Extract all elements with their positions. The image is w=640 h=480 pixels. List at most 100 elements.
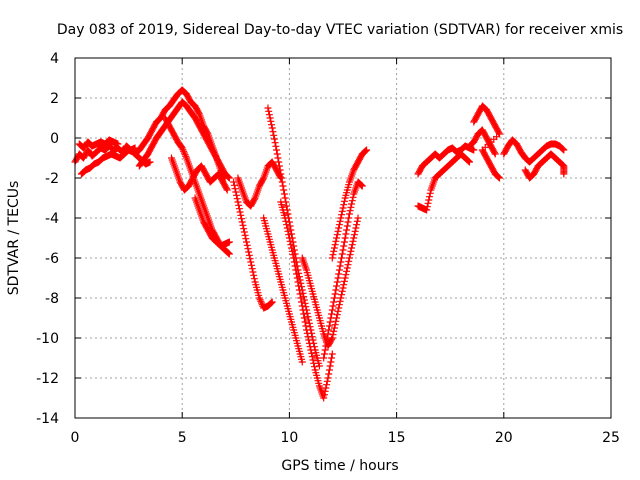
data-points bbox=[71, 86, 568, 402]
data-point bbox=[342, 230, 350, 238]
data-point bbox=[233, 191, 241, 199]
data-point bbox=[347, 203, 355, 211]
data-point bbox=[336, 297, 344, 305]
data-point bbox=[322, 342, 330, 350]
data-point bbox=[288, 244, 296, 252]
data-point bbox=[286, 237, 294, 245]
data-point bbox=[224, 173, 232, 181]
data-point bbox=[340, 201, 348, 209]
data-point bbox=[341, 274, 349, 282]
data-point bbox=[491, 150, 499, 158]
data-point bbox=[335, 270, 343, 278]
data-point bbox=[272, 142, 280, 150]
x-tick-label: 20 bbox=[495, 430, 513, 446]
data-point bbox=[271, 139, 279, 147]
data-point bbox=[291, 262, 299, 270]
data-point bbox=[494, 173, 502, 181]
series-track-u bbox=[500, 136, 568, 166]
plot-frame bbox=[74, 57, 612, 419]
series-track-m bbox=[277, 198, 336, 402]
data-point bbox=[308, 349, 316, 357]
data-point bbox=[303, 326, 311, 334]
grid bbox=[75, 58, 611, 418]
data-point bbox=[285, 231, 293, 239]
data-point bbox=[349, 237, 357, 245]
tick-labels: 0 5 10 15 20 25 -14 -12 -10 -8 -6 -4 -2 0 2 4 bbox=[36, 51, 620, 446]
data-point bbox=[275, 162, 283, 170]
data-point bbox=[335, 266, 343, 274]
y-tick-label: -8 bbox=[45, 291, 59, 307]
data-point bbox=[343, 222, 351, 230]
data-point bbox=[320, 354, 328, 362]
data-point bbox=[264, 104, 272, 112]
y-tick-label: -4 bbox=[45, 211, 59, 227]
data-point bbox=[324, 374, 332, 382]
data-point bbox=[246, 255, 254, 263]
data-point bbox=[329, 302, 337, 310]
series-track-c bbox=[75, 136, 122, 152]
series-track-e bbox=[135, 98, 233, 182]
data-point bbox=[354, 214, 362, 222]
data-point bbox=[268, 124, 276, 132]
series-track-i bbox=[230, 178, 276, 312]
data-point bbox=[284, 210, 292, 218]
y-tick-label: -12 bbox=[36, 371, 59, 387]
data-point bbox=[296, 290, 304, 298]
data-point bbox=[330, 324, 338, 332]
y-tick-label: 4 bbox=[50, 51, 59, 67]
data-point bbox=[333, 278, 341, 286]
data-point bbox=[301, 318, 309, 326]
data-point bbox=[283, 221, 291, 229]
data-point bbox=[303, 329, 311, 337]
series-track-s bbox=[470, 102, 504, 182]
data-point bbox=[231, 185, 239, 193]
data-point bbox=[181, 151, 189, 159]
data-point bbox=[335, 301, 343, 309]
data-point bbox=[358, 181, 366, 189]
data-point bbox=[114, 140, 122, 148]
data-point bbox=[343, 226, 351, 234]
data-point bbox=[306, 343, 314, 351]
data-point bbox=[305, 319, 313, 327]
data-point bbox=[351, 227, 359, 235]
data-point bbox=[299, 306, 307, 314]
data-point bbox=[330, 294, 338, 302]
data-point bbox=[288, 247, 296, 255]
data-point bbox=[325, 322, 333, 330]
data-point bbox=[340, 197, 348, 205]
data-point bbox=[337, 294, 345, 302]
data-point bbox=[330, 298, 338, 306]
data-point bbox=[321, 346, 329, 354]
data-point bbox=[285, 234, 293, 242]
data-point bbox=[334, 227, 342, 235]
data-point bbox=[298, 302, 306, 310]
data-point bbox=[243, 241, 251, 249]
data-point bbox=[426, 189, 434, 197]
data-point bbox=[293, 270, 301, 278]
data-point bbox=[345, 210, 353, 218]
series-track-v bbox=[521, 150, 568, 182]
data-point bbox=[306, 323, 314, 331]
data-point bbox=[363, 146, 371, 154]
data-point bbox=[297, 294, 305, 302]
data-point bbox=[225, 238, 233, 246]
data-point bbox=[336, 262, 344, 270]
data-point bbox=[361, 147, 369, 155]
data-point bbox=[235, 205, 243, 213]
data-point bbox=[234, 198, 242, 206]
data-point bbox=[333, 231, 341, 239]
data-point bbox=[334, 274, 342, 282]
data-point bbox=[240, 225, 248, 233]
data-point bbox=[348, 244, 356, 252]
data-point bbox=[180, 147, 188, 155]
data-point bbox=[425, 196, 433, 204]
data-point bbox=[280, 190, 288, 198]
series-track-h bbox=[191, 194, 233, 258]
data-point bbox=[240, 228, 248, 236]
data-point bbox=[352, 224, 360, 232]
data-point bbox=[343, 264, 351, 272]
data-point bbox=[298, 358, 306, 366]
data-point bbox=[326, 362, 334, 370]
data-point bbox=[353, 217, 361, 225]
